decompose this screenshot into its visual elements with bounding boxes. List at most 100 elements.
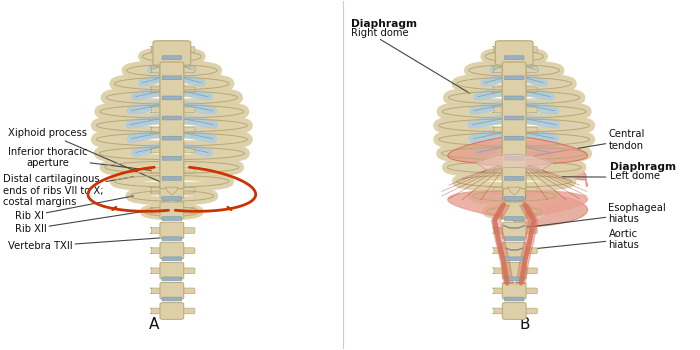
Polygon shape [508, 187, 521, 195]
FancyBboxPatch shape [493, 248, 505, 253]
FancyBboxPatch shape [522, 288, 537, 294]
FancyBboxPatch shape [150, 167, 163, 173]
FancyBboxPatch shape [493, 288, 505, 294]
FancyBboxPatch shape [150, 127, 163, 133]
FancyBboxPatch shape [503, 61, 526, 78]
FancyBboxPatch shape [162, 217, 181, 220]
FancyBboxPatch shape [150, 248, 163, 253]
FancyBboxPatch shape [160, 262, 183, 279]
FancyBboxPatch shape [505, 76, 524, 80]
FancyBboxPatch shape [493, 228, 505, 233]
Text: Distal cartilaginous
ends of ribs VII to X;
costal margins: Distal cartilaginous ends of ribs VII to… [3, 174, 134, 207]
FancyBboxPatch shape [162, 197, 181, 201]
Text: Rib XII: Rib XII [15, 212, 143, 234]
FancyBboxPatch shape [162, 277, 181, 281]
FancyBboxPatch shape [505, 96, 524, 100]
FancyBboxPatch shape [503, 242, 526, 259]
FancyBboxPatch shape [160, 282, 183, 299]
FancyBboxPatch shape [522, 47, 537, 52]
FancyBboxPatch shape [522, 87, 537, 92]
Polygon shape [476, 154, 552, 170]
FancyBboxPatch shape [179, 248, 195, 253]
FancyBboxPatch shape [179, 147, 195, 153]
FancyBboxPatch shape [493, 67, 505, 72]
FancyBboxPatch shape [505, 116, 524, 120]
FancyBboxPatch shape [505, 156, 524, 160]
FancyBboxPatch shape [493, 188, 505, 193]
FancyBboxPatch shape [162, 237, 181, 240]
FancyBboxPatch shape [522, 188, 537, 193]
FancyBboxPatch shape [522, 208, 537, 213]
FancyBboxPatch shape [505, 176, 524, 180]
FancyBboxPatch shape [160, 182, 183, 199]
FancyBboxPatch shape [505, 56, 524, 60]
FancyBboxPatch shape [150, 47, 163, 52]
Text: Left dome: Left dome [610, 171, 660, 181]
FancyBboxPatch shape [505, 277, 524, 281]
Polygon shape [448, 136, 514, 220]
Polygon shape [166, 187, 178, 195]
FancyBboxPatch shape [503, 162, 526, 178]
FancyBboxPatch shape [503, 41, 526, 58]
FancyBboxPatch shape [162, 116, 181, 120]
FancyBboxPatch shape [493, 87, 505, 92]
FancyBboxPatch shape [179, 67, 195, 72]
FancyBboxPatch shape [505, 237, 524, 240]
FancyBboxPatch shape [162, 156, 181, 160]
FancyBboxPatch shape [150, 67, 163, 72]
FancyBboxPatch shape [179, 47, 195, 52]
FancyBboxPatch shape [160, 162, 183, 178]
FancyBboxPatch shape [505, 297, 524, 301]
FancyBboxPatch shape [505, 197, 524, 201]
FancyBboxPatch shape [522, 308, 537, 314]
FancyBboxPatch shape [162, 297, 181, 301]
Text: Esophageal
hiatus: Esophageal hiatus [526, 203, 666, 227]
FancyBboxPatch shape [150, 87, 163, 92]
FancyBboxPatch shape [150, 188, 163, 193]
FancyBboxPatch shape [496, 41, 533, 65]
FancyBboxPatch shape [493, 107, 505, 113]
FancyBboxPatch shape [522, 268, 537, 273]
FancyBboxPatch shape [503, 81, 526, 98]
FancyBboxPatch shape [160, 222, 183, 239]
FancyBboxPatch shape [522, 107, 537, 113]
FancyBboxPatch shape [493, 167, 505, 173]
FancyBboxPatch shape [160, 41, 183, 58]
FancyBboxPatch shape [493, 147, 505, 153]
FancyBboxPatch shape [522, 147, 537, 153]
FancyBboxPatch shape [153, 41, 190, 65]
FancyBboxPatch shape [150, 308, 163, 314]
FancyBboxPatch shape [503, 102, 526, 118]
FancyBboxPatch shape [493, 308, 505, 314]
FancyBboxPatch shape [179, 107, 195, 113]
FancyBboxPatch shape [150, 268, 163, 273]
FancyBboxPatch shape [160, 61, 183, 78]
FancyBboxPatch shape [503, 121, 526, 138]
FancyBboxPatch shape [179, 87, 195, 92]
FancyBboxPatch shape [503, 262, 526, 279]
FancyBboxPatch shape [160, 121, 183, 138]
FancyBboxPatch shape [503, 182, 526, 199]
Text: Vertebra TXII: Vertebra TXII [8, 238, 163, 251]
FancyBboxPatch shape [160, 142, 183, 159]
Text: Xiphoid process: Xiphoid process [8, 128, 175, 188]
Polygon shape [514, 145, 587, 227]
FancyBboxPatch shape [162, 56, 181, 60]
FancyBboxPatch shape [522, 248, 537, 253]
FancyBboxPatch shape [150, 208, 163, 213]
FancyBboxPatch shape [503, 222, 526, 239]
FancyBboxPatch shape [162, 76, 181, 80]
FancyBboxPatch shape [522, 228, 537, 233]
FancyBboxPatch shape [162, 136, 181, 140]
FancyBboxPatch shape [162, 96, 181, 100]
FancyBboxPatch shape [503, 202, 526, 219]
FancyBboxPatch shape [179, 268, 195, 273]
FancyBboxPatch shape [493, 268, 505, 273]
FancyBboxPatch shape [160, 202, 183, 219]
FancyBboxPatch shape [160, 62, 183, 189]
FancyBboxPatch shape [522, 67, 537, 72]
FancyBboxPatch shape [179, 127, 195, 133]
FancyBboxPatch shape [503, 303, 526, 319]
FancyBboxPatch shape [179, 208, 195, 213]
FancyBboxPatch shape [150, 107, 163, 113]
